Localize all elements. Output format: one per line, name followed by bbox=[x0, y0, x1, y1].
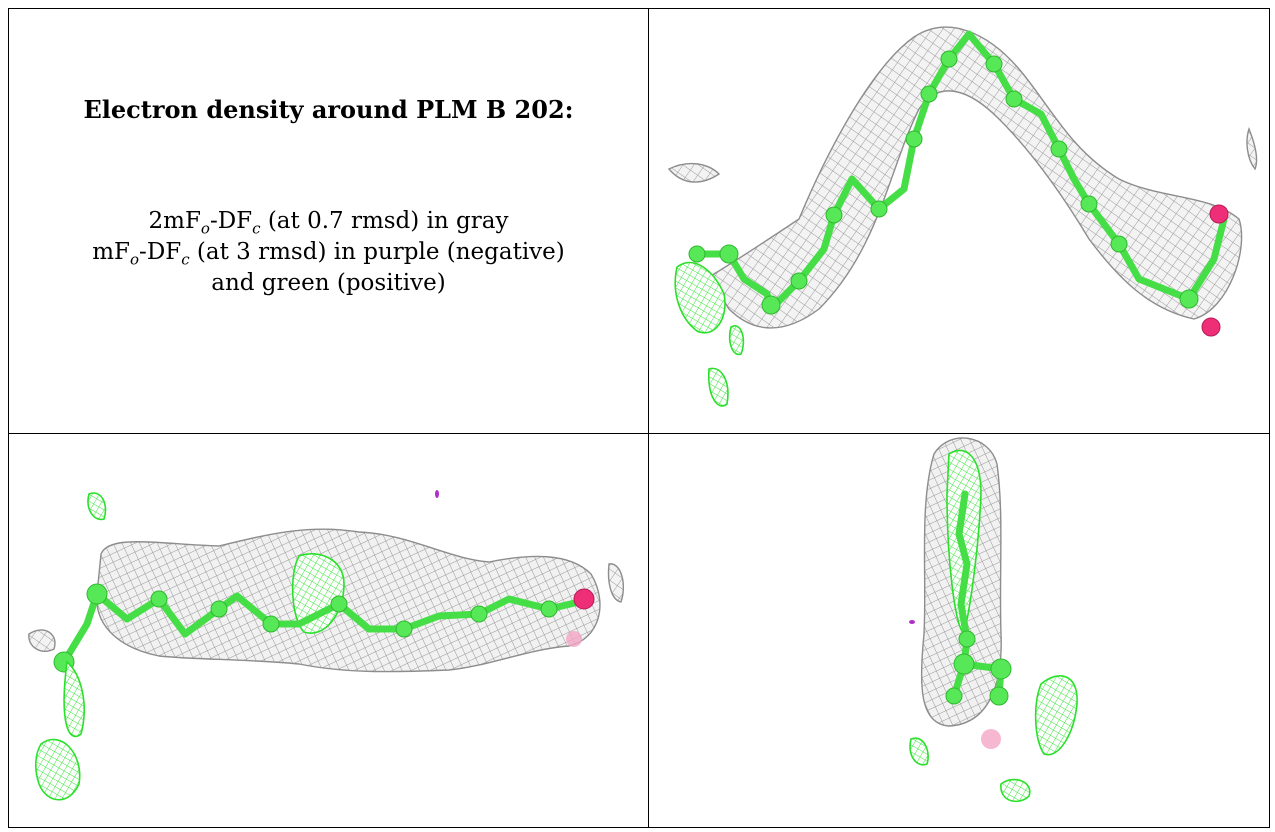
carbon-atom bbox=[989, 686, 1009, 706]
carbon-atom bbox=[905, 130, 923, 148]
positive-density-blob bbox=[1000, 778, 1031, 803]
oxygen-atom bbox=[566, 631, 582, 647]
positive-density-blob bbox=[35, 738, 81, 801]
carbon-atom bbox=[395, 620, 413, 638]
density-legend: 2mFo-DFc (at 0.7 rmsd) in gray mFo-DFc (… bbox=[9, 206, 648, 299]
legend-line-difference: mFo-DFc (at 3 rmsd) in purple (negative) bbox=[92, 239, 565, 269]
carbon-atom bbox=[1080, 195, 1098, 213]
carbon-atom bbox=[825, 206, 843, 224]
carbon-atom bbox=[958, 630, 976, 648]
positive-density-blob bbox=[1034, 675, 1078, 756]
oxygen-atom bbox=[1201, 317, 1221, 337]
gray-density-fragment bbox=[1246, 126, 1258, 171]
carbon-atom bbox=[790, 272, 808, 290]
carbon-atom bbox=[540, 600, 558, 618]
row-divider bbox=[8, 433, 1270, 434]
gray-density-fragment bbox=[667, 162, 721, 183]
carbon-atom bbox=[985, 55, 1003, 73]
gray-density-fragment bbox=[607, 563, 625, 603]
carbon-atom bbox=[1005, 90, 1023, 108]
palmitate-ligand bbox=[53, 583, 595, 673]
positive-density-blob bbox=[63, 660, 85, 738]
legend-line-positive: and green (positive) bbox=[211, 270, 446, 296]
positive-density-blob bbox=[674, 261, 726, 334]
carbon-atom bbox=[470, 605, 488, 623]
carbon-atom bbox=[990, 658, 1012, 680]
gray-density-mesh bbox=[708, 26, 1243, 329]
carbon-atom bbox=[870, 200, 888, 218]
carbon-atom bbox=[688, 245, 706, 263]
carbon-atom bbox=[86, 583, 108, 605]
view-top-right bbox=[649, 9, 1269, 433]
positive-density-blob bbox=[708, 367, 729, 407]
carbon-atom bbox=[262, 615, 280, 633]
carbon-atom bbox=[330, 595, 348, 613]
carbon-atom bbox=[719, 244, 739, 264]
negative-density-blob bbox=[909, 620, 915, 624]
negative-density-blob bbox=[435, 490, 439, 498]
palmitate-ligand bbox=[945, 490, 1012, 749]
column-divider bbox=[648, 8, 649, 828]
carbon-atom bbox=[761, 295, 781, 315]
carbon-atom bbox=[920, 85, 938, 103]
carbon-atom bbox=[150, 590, 168, 608]
carbon-atom bbox=[210, 600, 228, 618]
oxygen-atom bbox=[573, 588, 595, 610]
positive-density-blob bbox=[291, 553, 345, 634]
positive-density-blob bbox=[728, 325, 745, 356]
panel-title: Electron density around PLM B 202: bbox=[83, 95, 574, 124]
carbon-atom bbox=[940, 50, 958, 68]
carbon-atom bbox=[1110, 235, 1128, 253]
palmitate-ligand bbox=[688, 30, 1229, 337]
oxygen-atom bbox=[1209, 204, 1229, 224]
figure-table bbox=[8, 8, 1270, 828]
caption-cell: Electron density around PLM B 202: 2mFo-… bbox=[9, 9, 648, 433]
oxygen-atom bbox=[981, 729, 1001, 749]
positive-density-blob bbox=[909, 737, 929, 766]
legend-line-gray: 2mFo-DFc (at 0.7 rmsd) in gray bbox=[148, 208, 509, 238]
view-bottom-right bbox=[649, 434, 1269, 827]
carbon-atom bbox=[1179, 289, 1199, 309]
gray-density-mesh bbox=[96, 528, 601, 673]
gray-density-fragment bbox=[28, 629, 56, 652]
carbon-atom bbox=[945, 687, 963, 705]
carbon-atom bbox=[953, 653, 975, 675]
view-bottom-left bbox=[9, 434, 648, 827]
carbon-atom bbox=[1050, 140, 1068, 158]
positive-density-blob bbox=[87, 492, 107, 521]
